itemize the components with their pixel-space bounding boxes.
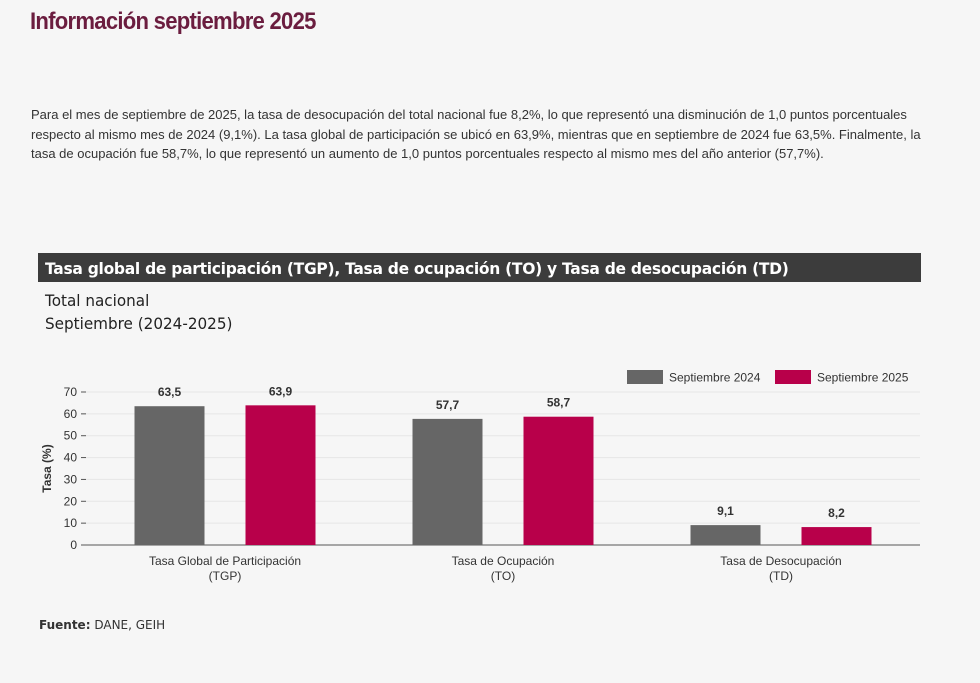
y-tick-label: 20 [64,494,78,508]
data-label: 8,2 [828,506,845,520]
legend-swatch [775,370,811,384]
y-tick-label: 10 [64,516,78,530]
page-title: Información septiembre 2025 [30,8,316,35]
bar [245,405,316,545]
bar [412,418,483,545]
intro-paragraph: Para el mes de septiembre de 2025, la ta… [31,107,921,161]
data-label: 63,9 [269,384,293,398]
data-label: 58,7 [547,396,571,410]
source-text: DANE, GEIH [94,618,166,632]
x-tick-label: Tasa de Desocupación [720,554,841,568]
legend-label: Septiembre 2024 [669,371,761,385]
x-tick-label: Tasa de Ocupación [452,554,555,568]
x-tick-label: Tasa Global de Participación [149,554,301,568]
data-label: 9,1 [717,504,734,518]
bar [134,406,205,545]
x-tick-label: (TD) [769,569,793,583]
y-axis-label: Tasa (%) [40,444,54,492]
x-tick-label: (TO) [491,569,515,583]
bar [801,527,872,545]
y-tick-label: 30 [64,472,78,486]
legend-swatch [627,370,663,384]
legend-label: Septiembre 2025 [817,371,909,385]
chart-header: Tasa global de participación (TGP), Tasa… [38,253,921,282]
y-tick-label: 50 [64,429,78,443]
bar [523,416,594,545]
data-label: 57,7 [436,398,460,412]
x-tick-label: (TGP) [209,569,242,583]
chart-subtitle-scope: Total nacional [45,291,150,310]
data-label: 63,5 [158,385,182,399]
y-tick-label: 60 [64,407,78,421]
y-tick-label: 70 [64,385,78,399]
y-tick-label: 0 [70,538,77,552]
chart-subtitle-period: Septiembre (2024-2025) [45,314,233,333]
y-tick-label: 40 [64,451,78,465]
source-label: Fuente: [39,618,91,632]
bar [690,525,761,545]
source-note: Fuente: DANE, GEIH [39,618,165,632]
chart-header-title: Tasa global de participación (TGP), Tasa… [45,259,789,278]
